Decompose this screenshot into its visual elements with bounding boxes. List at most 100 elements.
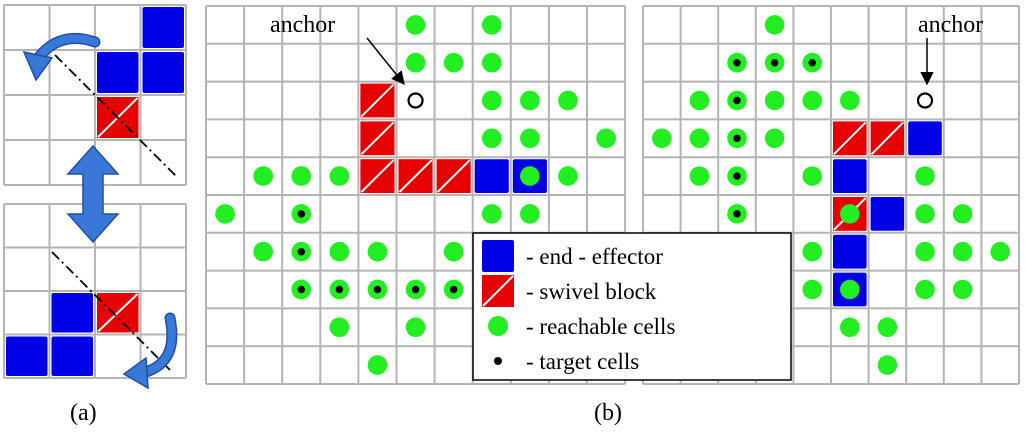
target-cell-dot bbox=[733, 210, 741, 218]
target-cell-dot bbox=[733, 172, 741, 180]
reachable-cell-dot bbox=[840, 317, 860, 338]
anchor-point bbox=[916, 92, 934, 109]
swivel-block bbox=[360, 159, 395, 193]
swivel-block bbox=[833, 121, 867, 156]
reachable-cell-dot bbox=[764, 15, 785, 35]
anchor-point bbox=[407, 92, 424, 109]
rotation-arrow-icon bbox=[22, 32, 101, 82]
reachable-cell-dot bbox=[367, 241, 388, 262]
reachable-cell-dot bbox=[915, 166, 935, 186]
reachable-cell-dot bbox=[689, 166, 710, 186]
reachable-cell-dot bbox=[291, 166, 312, 186]
end-effector-block bbox=[833, 159, 867, 193]
reachable-cell-dot bbox=[952, 279, 973, 300]
panel-label-b: (b) bbox=[594, 400, 622, 426]
legend-item-swivel: - swivel block bbox=[482, 275, 657, 307]
end-effector-block bbox=[97, 52, 139, 93]
legend-swatch-reachable bbox=[488, 316, 508, 336]
reachable-cell-dot bbox=[443, 241, 464, 262]
panel-b-right-grid bbox=[642, 5, 1020, 385]
anchor-pointer-left bbox=[366, 37, 405, 86]
legend-item-reachable: - reachable cells bbox=[488, 314, 675, 339]
reachable-cell-dot bbox=[520, 204, 540, 224]
target-cell-dot bbox=[373, 285, 382, 294]
reachable-cell-dot bbox=[329, 241, 350, 262]
reachable-cell-dot bbox=[802, 241, 822, 262]
reachable-cell-dot bbox=[877, 317, 898, 338]
target-cell-dot bbox=[297, 247, 305, 256]
swivel-block bbox=[97, 293, 139, 333]
reachable-cell-dot bbox=[915, 204, 935, 224]
reachable-cell-dot bbox=[764, 128, 785, 149]
reachable-cell-dot bbox=[481, 15, 502, 35]
legend-label: - reachable cells bbox=[526, 314, 675, 339]
end-effector-block bbox=[833, 234, 867, 269]
reachable-cell-dot bbox=[443, 52, 464, 73]
reachable-cell-dot bbox=[367, 355, 388, 375]
end-effector-block bbox=[142, 52, 184, 93]
reachable-cell-dot bbox=[840, 279, 860, 300]
panel-label-a: (a) bbox=[70, 400, 97, 426]
target-cell-dot bbox=[733, 58, 741, 67]
target-cell-dot bbox=[808, 58, 816, 67]
reachable-cell-dot bbox=[802, 166, 822, 186]
reachable-cell-dot bbox=[481, 90, 502, 111]
reachable-cell-dot bbox=[802, 279, 822, 300]
anchor-label-left: anchor bbox=[270, 12, 335, 38]
reachable-cell-dot bbox=[520, 166, 540, 186]
reachable-cell-dot bbox=[689, 128, 710, 149]
target-cell-dot bbox=[335, 285, 344, 294]
reachable-cell-dot bbox=[802, 90, 822, 111]
reachable-cell-dot bbox=[558, 166, 578, 186]
legend-label: - swivel block bbox=[526, 279, 657, 304]
swivel-block bbox=[398, 159, 433, 193]
reachable-cell-dot bbox=[764, 90, 785, 111]
legend-item-target: - target cells bbox=[494, 349, 639, 374]
target-cell-dot bbox=[411, 285, 420, 294]
swivel-block bbox=[360, 121, 395, 156]
legend-label: - target cells bbox=[526, 349, 639, 374]
reachable-cell-dot bbox=[840, 204, 860, 224]
end-effector-block bbox=[51, 293, 93, 333]
reachable-cell-dot bbox=[652, 128, 672, 149]
reachable-cell-dot bbox=[596, 128, 616, 149]
target-cell-dot bbox=[449, 285, 458, 294]
reachable-cell-dot bbox=[329, 317, 350, 338]
reachable-cell-dot bbox=[877, 355, 898, 375]
target-cell-dot bbox=[770, 58, 779, 67]
legend-swatch-target bbox=[494, 357, 502, 365]
reachable-cell-dot bbox=[952, 204, 973, 224]
swivel-block bbox=[436, 159, 471, 193]
rotation-axis-top bbox=[54, 54, 179, 179]
legend-label: - end - effector bbox=[526, 244, 663, 269]
rotation-arrow-icon bbox=[122, 312, 178, 390]
target-cell-dot bbox=[733, 96, 741, 105]
reachable-cell-dot bbox=[990, 241, 1010, 262]
reachable-cell-dot bbox=[520, 128, 540, 149]
end-effector-block bbox=[474, 159, 509, 193]
end-effector-block bbox=[870, 197, 905, 231]
reachable-cell-dot bbox=[840, 90, 860, 111]
target-cell-dot bbox=[297, 285, 305, 294]
reachable-cell-dot bbox=[689, 90, 710, 111]
legend: - end - effector - swivel block - reachabl… bbox=[472, 232, 792, 381]
reachable-cell-dot bbox=[405, 15, 426, 35]
double-arrow-icon bbox=[66, 144, 120, 244]
reachable-cell-dot bbox=[481, 52, 502, 73]
anchor-label-right: anchor bbox=[918, 12, 983, 38]
reachable-cell-dot bbox=[481, 204, 502, 224]
reachable-cell-dot bbox=[915, 279, 935, 300]
reachable-cell-dot bbox=[253, 166, 273, 186]
target-cell-dot bbox=[733, 134, 741, 143]
reachable-cell-dot bbox=[558, 90, 578, 111]
reachable-cell-dot bbox=[915, 241, 935, 262]
reachable-cell-dot bbox=[405, 52, 426, 73]
reachable-cell-dot bbox=[329, 166, 350, 186]
swivel-block bbox=[870, 121, 905, 156]
swivel-block bbox=[360, 83, 395, 118]
legend-swatch-end-effector bbox=[482, 240, 514, 272]
end-effector-block bbox=[51, 336, 93, 376]
legend-swatch-swivel bbox=[482, 275, 514, 307]
reachable-cell-dot bbox=[405, 317, 426, 338]
